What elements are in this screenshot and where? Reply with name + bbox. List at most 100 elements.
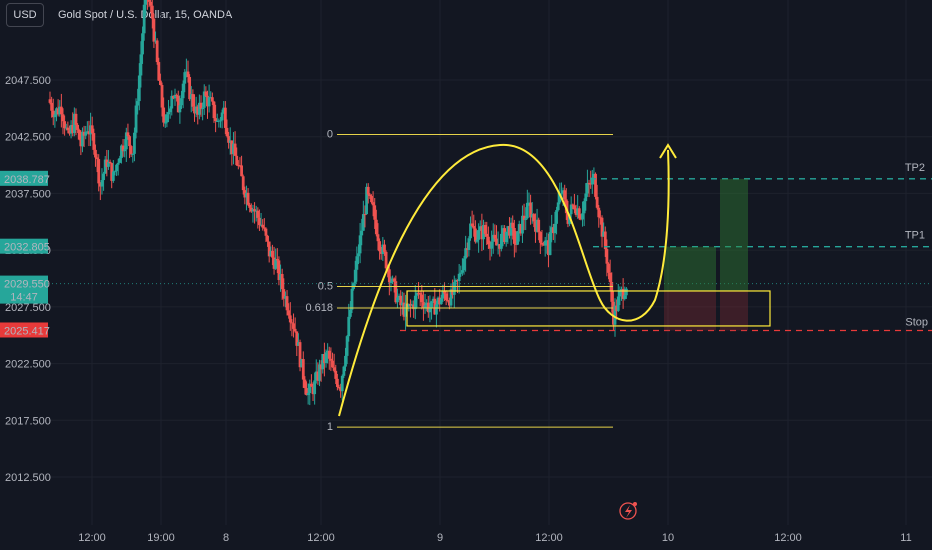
- candle: [514, 230, 518, 253]
- candle: [150, 0, 154, 29]
- candle-body: [551, 227, 555, 234]
- candle: [264, 227, 268, 242]
- candle-body: [404, 303, 407, 317]
- candle-body: [285, 296, 289, 311]
- candle-body: [525, 202, 529, 219]
- candle-body: [129, 146, 133, 155]
- candle: [168, 106, 172, 119]
- candle-body: [295, 331, 299, 346]
- candle: [327, 346, 331, 370]
- long-position-target-2: [720, 178, 748, 291]
- candle-body: [181, 83, 185, 99]
- candle: [517, 220, 521, 242]
- candle: [204, 86, 208, 98]
- candle: [149, 0, 153, 13]
- candle: [259, 212, 263, 227]
- candle: [573, 193, 576, 214]
- candle: [422, 291, 425, 321]
- candle-body: [212, 101, 216, 119]
- candle-body: [262, 227, 266, 229]
- candle: [589, 170, 593, 189]
- candle-body: [584, 193, 588, 202]
- candle: [309, 374, 313, 387]
- candle-body: [102, 173, 105, 181]
- candle-body: [616, 296, 620, 311]
- candle: [365, 183, 369, 215]
- candle: [339, 383, 343, 398]
- candle-body: [131, 153, 135, 155]
- candle: [63, 115, 67, 136]
- candle: [340, 374, 344, 401]
- candle: [595, 184, 599, 210]
- candle-body: [438, 297, 442, 305]
- candle-body: [178, 105, 182, 113]
- candle: [433, 288, 437, 315]
- candle-body: [319, 364, 323, 370]
- candle: [415, 291, 419, 308]
- candle: [493, 224, 497, 242]
- candle-body: [243, 190, 247, 198]
- candle-body: [194, 106, 198, 114]
- candle: [262, 218, 266, 232]
- candle-body: [503, 228, 507, 243]
- candle-body: [498, 244, 502, 249]
- candle-body: [56, 108, 60, 115]
- candle: [469, 216, 472, 241]
- candle-body: [459, 272, 463, 274]
- candle: [608, 259, 612, 291]
- candle-body: [555, 210, 558, 224]
- candle: [511, 215, 515, 240]
- candle: [329, 347, 333, 371]
- price-tick-label: 2017.500: [5, 415, 51, 427]
- candle-body: [491, 234, 495, 242]
- candle: [176, 90, 180, 113]
- candle-body: [298, 342, 302, 368]
- candle-body: [371, 202, 375, 206]
- candle-body: [293, 328, 297, 332]
- candle: [48, 91, 52, 105]
- candle-body: [594, 173, 597, 197]
- candle: [206, 90, 209, 119]
- candle: [290, 319, 294, 337]
- candle-body: [464, 248, 468, 259]
- candle: [261, 219, 265, 231]
- candle: [275, 248, 279, 274]
- candle: [540, 230, 544, 247]
- candle-body: [456, 280, 459, 282]
- candle: [207, 84, 211, 113]
- candle-body: [162, 107, 166, 123]
- candle: [225, 119, 229, 138]
- candle-body: [311, 386, 315, 395]
- candle-body: [597, 207, 601, 218]
- currency-button[interactable]: USD: [6, 3, 44, 27]
- candle: [76, 123, 80, 134]
- candle: [444, 290, 448, 306]
- candle: [245, 185, 248, 211]
- candle: [597, 205, 601, 228]
- candle: [188, 74, 192, 101]
- price-badge-bg: [0, 275, 48, 304]
- candle: [142, 0, 146, 41]
- candle: [400, 291, 404, 315]
- candle-body: [266, 235, 269, 242]
- candle: [246, 188, 250, 206]
- candle-body: [308, 383, 312, 394]
- candle: [335, 373, 339, 391]
- candle: [525, 189, 529, 220]
- candle-body: [97, 159, 101, 184]
- fib-level-label: 0.618: [305, 302, 333, 314]
- candle: [504, 231, 508, 247]
- candle: [586, 169, 589, 197]
- candle-body: [267, 241, 271, 257]
- candle: [482, 219, 485, 250]
- candle: [191, 89, 195, 112]
- candle: [545, 232, 549, 254]
- candle: [254, 205, 258, 222]
- candle-body: [100, 180, 104, 187]
- candle-body: [193, 106, 196, 114]
- candle: [577, 206, 581, 221]
- candle-body: [435, 304, 438, 315]
- candle: [503, 225, 507, 245]
- candle-body: [348, 309, 352, 317]
